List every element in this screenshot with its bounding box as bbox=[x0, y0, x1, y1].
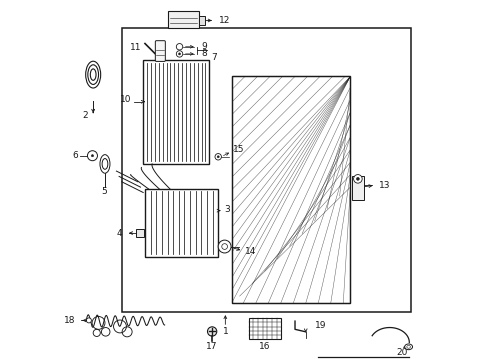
Circle shape bbox=[354, 175, 362, 183]
Text: 13: 13 bbox=[379, 181, 391, 190]
Text: 14: 14 bbox=[245, 247, 257, 256]
Circle shape bbox=[356, 177, 359, 180]
Text: 7: 7 bbox=[211, 53, 217, 62]
Text: 8: 8 bbox=[201, 49, 207, 58]
Circle shape bbox=[176, 51, 183, 57]
Circle shape bbox=[222, 244, 227, 249]
Ellipse shape bbox=[86, 61, 100, 88]
Circle shape bbox=[176, 44, 183, 50]
Text: 5: 5 bbox=[102, 187, 107, 196]
Circle shape bbox=[86, 318, 92, 323]
Ellipse shape bbox=[100, 155, 110, 173]
Bar bbox=[136, 229, 144, 237]
FancyBboxPatch shape bbox=[155, 41, 165, 62]
Text: 9: 9 bbox=[201, 42, 207, 51]
Circle shape bbox=[92, 155, 94, 157]
Text: 4: 4 bbox=[117, 229, 122, 238]
Text: 3: 3 bbox=[224, 205, 230, 214]
Circle shape bbox=[218, 240, 231, 253]
Bar bbox=[248, 318, 281, 339]
Text: 6: 6 bbox=[73, 151, 78, 160]
Bar bbox=[232, 76, 350, 303]
Circle shape bbox=[88, 151, 98, 161]
Ellipse shape bbox=[88, 65, 98, 85]
Text: 15: 15 bbox=[232, 145, 244, 154]
Bar bbox=[232, 76, 350, 303]
Text: 16: 16 bbox=[259, 342, 271, 351]
Text: 12: 12 bbox=[220, 16, 231, 25]
Text: 17: 17 bbox=[206, 342, 218, 351]
Text: 20: 20 bbox=[396, 348, 408, 357]
Circle shape bbox=[207, 327, 217, 336]
Bar bbox=[198, 16, 205, 25]
Text: 2: 2 bbox=[82, 111, 88, 120]
Text: 1: 1 bbox=[222, 327, 228, 336]
Text: 10: 10 bbox=[120, 95, 132, 104]
Circle shape bbox=[215, 154, 221, 160]
Bar bbox=[143, 60, 209, 164]
Circle shape bbox=[178, 53, 181, 55]
Bar bbox=[122, 28, 411, 312]
Ellipse shape bbox=[407, 345, 411, 348]
Ellipse shape bbox=[102, 158, 108, 169]
Circle shape bbox=[217, 156, 220, 158]
Ellipse shape bbox=[405, 344, 413, 350]
Text: 18: 18 bbox=[64, 316, 75, 325]
Text: 11: 11 bbox=[130, 43, 142, 52]
Ellipse shape bbox=[90, 69, 96, 80]
Bar bbox=[352, 176, 364, 199]
Text: 19: 19 bbox=[315, 321, 326, 330]
Bar bbox=[168, 11, 198, 28]
Bar bbox=[145, 189, 218, 257]
